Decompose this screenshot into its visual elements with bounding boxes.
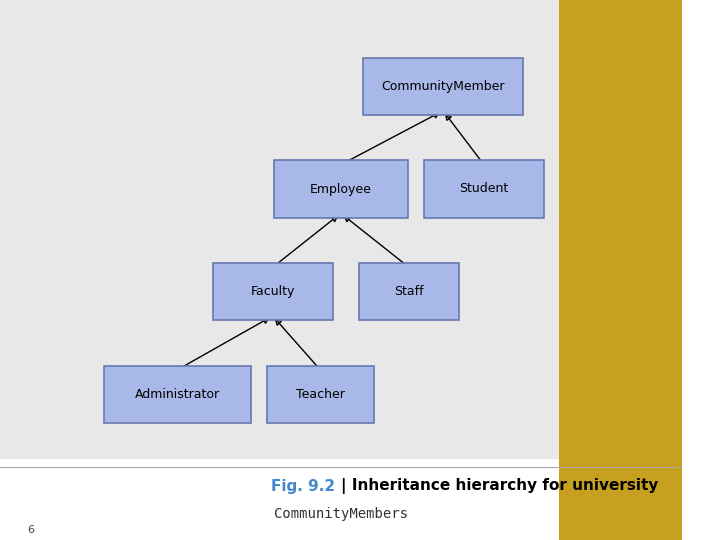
Text: Administrator: Administrator xyxy=(135,388,220,401)
Text: Employee: Employee xyxy=(310,183,372,195)
FancyBboxPatch shape xyxy=(359,263,459,320)
FancyBboxPatch shape xyxy=(274,160,408,218)
Text: Staff: Staff xyxy=(394,285,424,298)
Text: Faculty: Faculty xyxy=(251,285,294,298)
FancyBboxPatch shape xyxy=(267,366,374,423)
FancyBboxPatch shape xyxy=(559,0,682,540)
Text: 6: 6 xyxy=(27,524,35,535)
Text: CommunityMember: CommunityMember xyxy=(382,80,505,93)
Text: CommunityMembers: CommunityMembers xyxy=(274,507,408,521)
Text: Student: Student xyxy=(459,183,508,195)
FancyBboxPatch shape xyxy=(363,58,523,115)
FancyBboxPatch shape xyxy=(424,160,544,218)
FancyBboxPatch shape xyxy=(0,0,682,459)
Text: Fig. 9.2: Fig. 9.2 xyxy=(271,478,341,494)
FancyBboxPatch shape xyxy=(104,366,251,423)
FancyBboxPatch shape xyxy=(212,263,333,320)
Text: | Inheritance hierarchy for university: | Inheritance hierarchy for university xyxy=(341,478,658,494)
Text: Teacher: Teacher xyxy=(296,388,345,401)
